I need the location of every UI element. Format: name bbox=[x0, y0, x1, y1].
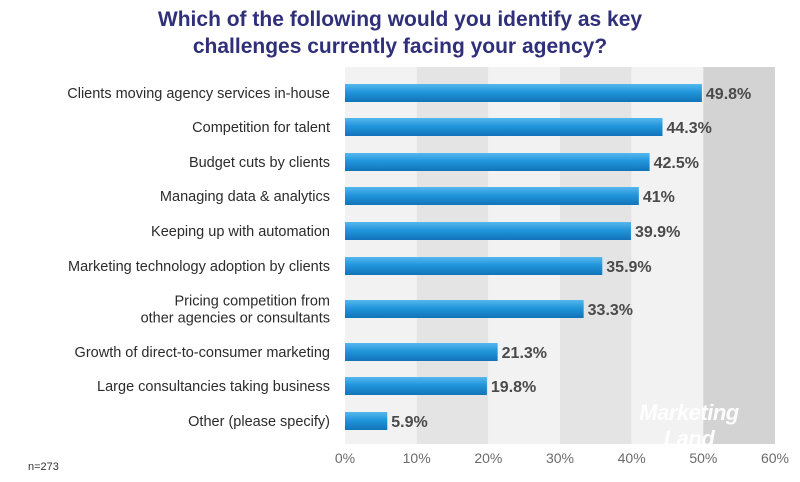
chart-title-line-2: challenges currently facing your agency? bbox=[192, 35, 608, 58]
bar bbox=[345, 412, 388, 430]
category-label: Competition for talent bbox=[192, 120, 330, 136]
tick-label: 40% bbox=[618, 450, 646, 466]
value-label: 21.3% bbox=[502, 345, 547, 362]
tick-label: 20% bbox=[474, 450, 502, 466]
grid-band bbox=[703, 67, 775, 444]
bar bbox=[345, 377, 487, 395]
chart-title: Which of the following would you identif… bbox=[0, 6, 800, 60]
category-labels: Clients moving agency services in-house C… bbox=[67, 86, 330, 430]
category-label: Budget cuts by clients bbox=[189, 155, 330, 171]
value-label: 39.9% bbox=[635, 224, 680, 241]
bar bbox=[345, 257, 603, 275]
tick-label: 0% bbox=[335, 450, 355, 466]
value-label: 44.3% bbox=[666, 120, 711, 137]
bar bbox=[345, 153, 650, 171]
category-label: Other (please specify) bbox=[188, 414, 330, 430]
bar bbox=[345, 343, 498, 361]
category-label: Pricing competition from bbox=[174, 294, 330, 310]
chart-title-line-1: Which of the following would you identif… bbox=[157, 8, 643, 31]
value-label: 19.8% bbox=[491, 379, 536, 396]
value-label: 41% bbox=[643, 189, 675, 206]
bar bbox=[345, 118, 663, 136]
x-axis-tick-labels: 0% 10% 20% 30% 40% 50% 60% bbox=[335, 450, 789, 466]
category-label: Marketing technology adoption by clients bbox=[68, 259, 330, 275]
value-label: 5.9% bbox=[391, 414, 427, 431]
bars bbox=[345, 84, 702, 430]
value-label: 42.5% bbox=[654, 155, 699, 172]
value-labels: 49.8% 44.3% 42.5% 41% 39.9% 35.9% 33.3% 21.3% 19… bbox=[391, 86, 751, 431]
category-label: Clients moving agency services in-house bbox=[67, 86, 330, 102]
tick-label: 10% bbox=[403, 450, 431, 466]
category-label: Keeping up with automation bbox=[151, 224, 330, 240]
tick-label: 60% bbox=[761, 450, 789, 466]
value-label: 35.9% bbox=[606, 259, 651, 276]
category-label: Growth of direct-to-consumer marketing bbox=[75, 345, 330, 361]
value-label: 33.3% bbox=[588, 302, 633, 319]
bar bbox=[345, 300, 584, 318]
category-label: other agencies or consultants bbox=[141, 311, 330, 327]
sample-size-note: n=273 bbox=[28, 461, 59, 473]
bar bbox=[345, 222, 631, 240]
bar bbox=[345, 84, 702, 102]
category-label: Large consultancies taking business bbox=[97, 379, 330, 395]
category-label: Managing data & analytics bbox=[160, 189, 330, 205]
value-label: 49.8% bbox=[706, 86, 751, 103]
watermark-logo: Marketing Land bbox=[639, 400, 739, 451]
tick-label: 50% bbox=[689, 450, 717, 466]
tick-label: 30% bbox=[546, 450, 574, 466]
bar bbox=[345, 187, 639, 205]
